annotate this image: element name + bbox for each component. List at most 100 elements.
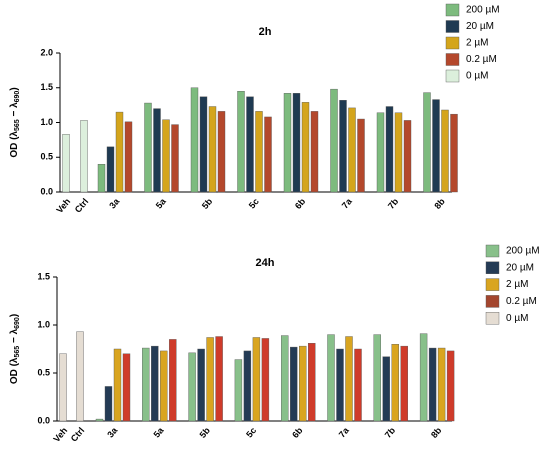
y-tick-label: 1.0 xyxy=(40,117,53,127)
bar xyxy=(151,345,159,422)
bar xyxy=(357,118,365,193)
bar xyxy=(373,334,381,422)
bar xyxy=(62,134,70,193)
bar xyxy=(122,353,131,422)
bar xyxy=(261,338,270,422)
bar xyxy=(190,87,199,193)
bar xyxy=(255,111,263,193)
y-axis-label-part: 565 xyxy=(14,346,21,358)
x-tick-label: Ctrl xyxy=(69,425,87,443)
y-axis-label-part: 565 xyxy=(14,119,21,131)
bar xyxy=(142,347,150,422)
bar xyxy=(217,111,226,193)
chart-title: 24h xyxy=(256,257,275,269)
legend-label: 0.2 µM xyxy=(466,54,497,65)
legend-swatch xyxy=(485,312,500,325)
y-axis-label-part: OD (λ xyxy=(9,357,20,384)
bar xyxy=(243,350,252,422)
bar xyxy=(330,88,338,193)
y-tick-label: 0.5 xyxy=(37,367,50,377)
x-tick-label: 7a xyxy=(340,196,355,211)
legend-swatch xyxy=(445,69,460,83)
legend-label: 2 µM xyxy=(506,279,528,290)
bar xyxy=(124,121,133,193)
bar xyxy=(432,99,440,193)
y-axis-label: OD (λ565 − λ690) xyxy=(9,314,22,384)
bar xyxy=(281,335,289,422)
chart-title: 2h xyxy=(259,26,272,38)
x-tick-label: 8b xyxy=(429,425,444,440)
bar xyxy=(206,337,214,422)
legend-label: 200 µM xyxy=(506,246,540,257)
bar xyxy=(308,343,316,422)
y-tick-label: 1.5 xyxy=(40,82,53,92)
bar xyxy=(376,112,385,193)
x-tick-label: 7a xyxy=(337,425,352,440)
legend-label: 20 µM xyxy=(506,262,534,273)
y-tick-label: 0.5 xyxy=(40,152,53,162)
legend-swatch xyxy=(445,53,460,66)
legend-swatch xyxy=(485,261,500,274)
bar xyxy=(428,347,437,422)
bar xyxy=(106,146,115,193)
bar xyxy=(264,116,272,193)
bar xyxy=(354,348,362,422)
x-tick-label: 3a xyxy=(105,425,120,440)
y-axis-label-part: ) xyxy=(9,314,20,317)
bar xyxy=(310,111,319,193)
bar xyxy=(153,108,161,193)
bar xyxy=(237,91,245,193)
bar xyxy=(385,106,394,193)
bar xyxy=(160,350,168,422)
bar xyxy=(59,353,67,422)
bar xyxy=(437,347,446,422)
bar xyxy=(339,100,347,193)
bar xyxy=(394,112,403,193)
bar xyxy=(348,107,356,193)
bar xyxy=(403,120,412,193)
y-axis-label-part: 690 xyxy=(14,317,21,329)
bar xyxy=(115,111,124,193)
legend-swatch xyxy=(445,3,460,17)
y-tick-label: 2.0 xyxy=(40,47,53,57)
x-tick-label: 6b xyxy=(293,196,308,211)
bar xyxy=(104,386,113,422)
bar xyxy=(169,339,177,422)
bar xyxy=(215,336,223,422)
bar xyxy=(419,333,428,422)
bar xyxy=(446,350,455,422)
legend-swatch xyxy=(445,36,460,50)
bar xyxy=(299,345,307,422)
bar xyxy=(171,124,179,193)
x-tick-label: 5b xyxy=(198,425,213,440)
x-tick-label: 5c xyxy=(244,425,258,439)
bar xyxy=(188,352,196,422)
legend-swatch xyxy=(485,244,500,258)
bar xyxy=(400,345,408,422)
bar xyxy=(441,109,449,193)
bar xyxy=(246,96,254,193)
bar xyxy=(292,93,301,193)
bar xyxy=(76,331,84,422)
legend-label: 0 µM xyxy=(506,313,528,324)
bar xyxy=(197,348,205,422)
x-tick-label: Veh xyxy=(51,425,69,444)
y-axis-label-part: − λ xyxy=(9,328,20,345)
bar xyxy=(144,102,152,193)
bar xyxy=(208,106,217,193)
legend-label: 0 µM xyxy=(466,71,488,82)
x-tick-label: 5a xyxy=(152,425,167,440)
bar xyxy=(95,418,104,422)
x-tick-label: Ctrl xyxy=(73,196,91,214)
legend-swatch xyxy=(445,20,460,33)
bar xyxy=(234,359,243,422)
bar xyxy=(113,348,122,422)
bar xyxy=(382,356,390,422)
x-tick-label: 5a xyxy=(154,196,169,211)
y-axis-label-part: − λ xyxy=(9,102,20,119)
bar xyxy=(345,336,353,422)
y-tick-label: 0.0 xyxy=(40,186,53,196)
legend-label: 2 µM xyxy=(466,38,488,49)
y-axis-label-part: OD (λ xyxy=(9,131,20,158)
x-tick-label: 7b xyxy=(386,196,401,211)
